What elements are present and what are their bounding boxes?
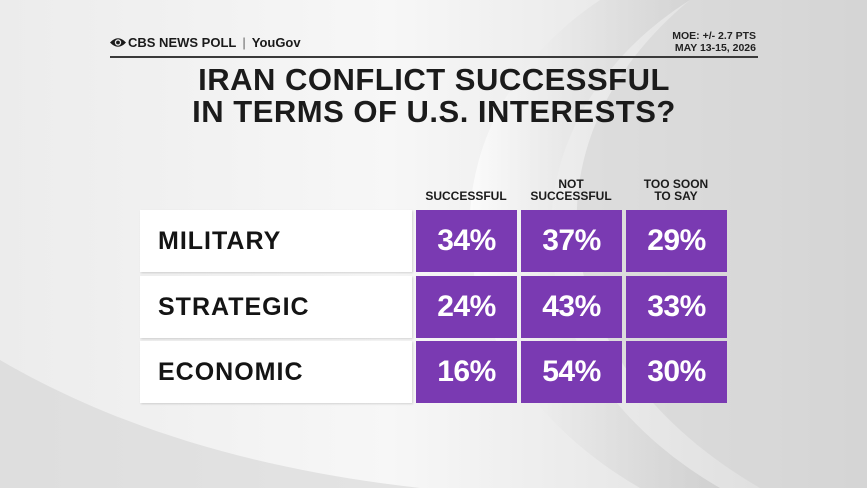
brand-yougov: YouGov xyxy=(251,35,301,50)
header-rule xyxy=(110,56,758,58)
column-header-line: TOO SOON xyxy=(643,177,709,191)
value-cell: 34% xyxy=(416,210,517,272)
value-cell: 37% xyxy=(521,210,622,272)
value-cell: 24% xyxy=(416,276,517,338)
column-header: NOT SUCCESSFUL xyxy=(521,172,621,202)
value-cell: 43% xyxy=(521,276,622,338)
table-row: MILITARY 34% 37% 29% xyxy=(140,210,728,272)
row-label: ECONOMIC xyxy=(158,358,304,386)
column-header-line: SUCCESSFUL xyxy=(530,189,612,203)
header: CBS NEWS POLL | YouGov MOE: +/- 2.7 PTS … xyxy=(110,30,758,54)
poll-dates: MAY 13-15, 2026 xyxy=(674,42,756,54)
row-label-box: ECONOMIC xyxy=(140,341,412,403)
column-header-line: NOT xyxy=(558,177,584,191)
column-header: SUCCESSFUL xyxy=(416,172,516,202)
table-row: ECONOMIC 16% 54% 30% xyxy=(140,341,728,403)
value-cell: 33% xyxy=(626,276,727,338)
brand-separator: | xyxy=(242,35,246,50)
row-label: STRATEGIC xyxy=(158,293,310,321)
poll-info: MOE: +/- 2.7 PTS MAY 13-15, 2026 xyxy=(672,30,756,54)
value-cell: 30% xyxy=(626,341,727,403)
row-label-box: MILITARY xyxy=(140,210,412,272)
column-header: TOO SOON TO SAY xyxy=(626,172,726,202)
chart-title: IRAN CONFLICT SUCCESSFUL IN TERMS OF U.S… xyxy=(110,64,758,128)
brand-cbs: CBS NEWS POLL xyxy=(128,35,237,50)
table-row: STRATEGIC 24% 43% 33% xyxy=(140,276,728,338)
column-header-line: TO SAY xyxy=(654,189,698,203)
title-line-1: IRAN CONFLICT SUCCESSFUL xyxy=(198,62,670,97)
brand: CBS NEWS POLL | YouGov xyxy=(110,35,301,50)
cbs-eye-icon xyxy=(110,38,126,47)
value-cell: 16% xyxy=(416,341,517,403)
value-cell: 54% xyxy=(521,341,622,403)
title-line-2: IN TERMS OF U.S. INTERESTS? xyxy=(192,94,676,129)
row-label-box: STRATEGIC xyxy=(140,276,412,338)
column-header-line: SUCCESSFUL xyxy=(425,189,507,203)
value-cell: 29% xyxy=(626,210,727,272)
row-label: MILITARY xyxy=(158,227,282,255)
moe-text: MOE: +/- 2.7 PTS xyxy=(672,30,756,42)
